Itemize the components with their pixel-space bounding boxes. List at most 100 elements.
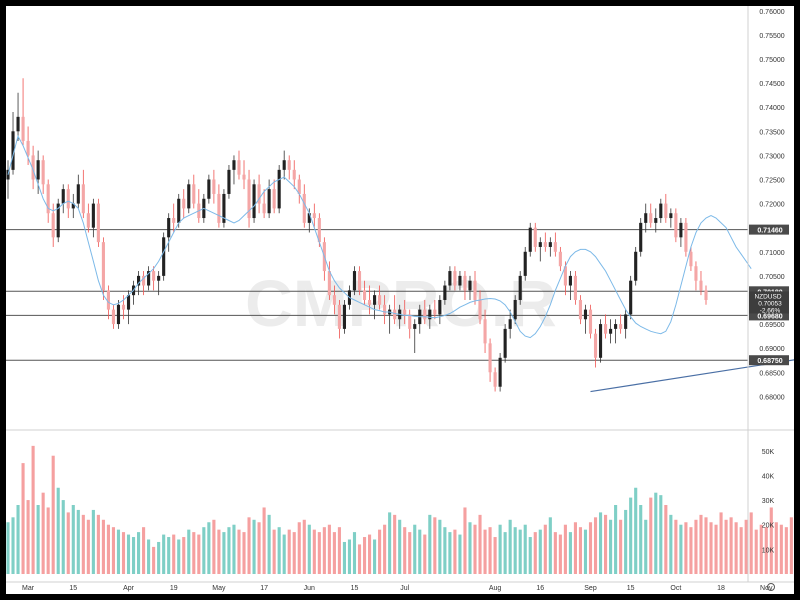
time-tick-label: 15	[351, 585, 359, 592]
volume-bar	[649, 497, 653, 574]
volume-bar	[588, 522, 593, 574]
candle-body	[654, 218, 658, 223]
volume-bar	[121, 532, 126, 574]
candle-body	[232, 160, 236, 170]
volume-bar	[413, 524, 417, 574]
price-chart-svg[interactable]: CMPRO.R 0.760000.755000.750000.745000.74…	[6, 6, 800, 594]
volume-bar	[393, 514, 397, 574]
volume-bar	[81, 514, 85, 574]
volume-bar	[583, 529, 588, 574]
candle-body	[262, 203, 266, 214]
candle-body	[187, 184, 191, 209]
volume-bar	[21, 463, 25, 574]
candle-body	[51, 213, 55, 238]
time-tick-label: Jun	[304, 585, 315, 592]
last-price-label: 0.70053	[758, 300, 782, 307]
volume-bar	[473, 524, 477, 574]
volume-bar	[659, 495, 663, 574]
candle-body	[403, 309, 407, 315]
volume-bar	[709, 522, 713, 574]
candle-body	[593, 333, 598, 358]
candle-body	[433, 309, 437, 315]
candle-body	[473, 280, 477, 300]
candle-body	[11, 131, 15, 170]
volume-bar	[182, 537, 186, 574]
volume-bar	[36, 505, 40, 574]
volume-bar	[443, 527, 447, 574]
candle-body	[438, 299, 442, 315]
time-tick-label: Oct	[670, 585, 681, 592]
volume-tick-label: 10K	[762, 547, 775, 554]
volume-bar	[398, 519, 402, 574]
volume-bar	[518, 529, 522, 574]
volume-bar	[292, 532, 296, 574]
time-tick-label: 15	[69, 585, 77, 592]
last-price-box	[749, 291, 789, 314]
candle-body	[342, 304, 347, 329]
candle-body	[699, 280, 703, 291]
volume-bar	[689, 527, 693, 574]
gear-icon[interactable]	[767, 583, 775, 591]
chart-container: CMPRO.R 0.76000 0.75500 0.75000 0.74500 0.74…	[6, 6, 800, 594]
volume-bar	[192, 532, 196, 574]
level-label-bg	[749, 286, 789, 297]
volume-bar	[779, 524, 783, 574]
candle-body	[36, 160, 40, 180]
candle-body	[684, 222, 688, 252]
time-tick-label: 19	[170, 585, 178, 592]
candle-body	[619, 324, 623, 329]
candle-body	[563, 266, 567, 286]
candle-body	[81, 184, 85, 214]
volume-bar	[297, 522, 301, 574]
volume-bar	[302, 519, 306, 574]
candle-body	[357, 271, 362, 291]
candle-body	[483, 319, 487, 344]
candle-body	[604, 324, 608, 334]
volume-bar	[639, 505, 643, 574]
volume-bar	[463, 507, 467, 574]
volume-bar	[664, 505, 668, 574]
time-tick-label: Apr	[123, 585, 135, 592]
volume-bar	[458, 534, 462, 574]
candle-body	[31, 155, 35, 180]
time-tick-label: Jul	[400, 585, 409, 592]
candle-body	[116, 304, 121, 325]
time-tick-label: May	[212, 585, 226, 592]
candle-body	[664, 203, 668, 219]
candle-body	[327, 271, 331, 296]
candle-body	[478, 299, 482, 320]
volume-bar	[116, 529, 121, 574]
candle-body	[362, 290, 367, 300]
volume-bar	[367, 534, 372, 574]
candle-body	[242, 174, 246, 180]
volume-bar	[347, 539, 352, 574]
volume-bar	[624, 509, 628, 574]
candle-body	[573, 275, 577, 300]
volume-bar	[177, 539, 181, 574]
candle-body	[307, 213, 311, 223]
volume-bar	[644, 519, 648, 574]
volume-bar	[774, 522, 778, 574]
volume-bar	[418, 529, 422, 574]
time-tick-label: 16	[536, 585, 544, 592]
candle-body	[182, 198, 186, 209]
volume-bar	[493, 537, 497, 574]
price-tick-label: 0.74500	[759, 81, 784, 88]
level-label: 0.68750	[757, 358, 782, 365]
volume-bar	[222, 532, 226, 574]
volume-bar	[383, 524, 387, 574]
volume-bar	[126, 534, 131, 574]
volume-bar	[538, 529, 542, 574]
candle-body	[488, 343, 492, 373]
candle-body	[257, 184, 261, 204]
volume-bar	[337, 527, 341, 574]
volume-bar	[704, 517, 708, 574]
volume-bar	[749, 512, 753, 574]
candle-body	[252, 184, 256, 219]
volume-bar	[694, 519, 698, 574]
volume-bar	[378, 529, 382, 574]
volume-bar	[513, 527, 517, 574]
candle-body	[609, 328, 613, 334]
candle-body	[468, 280, 472, 291]
volume-bar	[262, 507, 266, 574]
